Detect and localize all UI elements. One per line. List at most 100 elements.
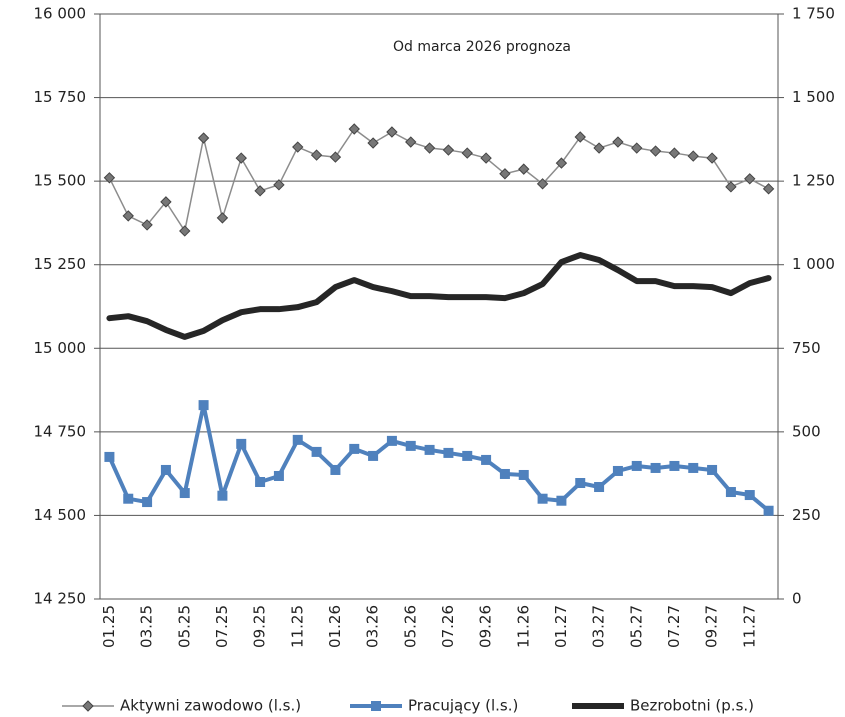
- x-tick-label: 07.26: [439, 605, 457, 648]
- x-tick-label: 05.25: [175, 605, 193, 648]
- y2-tick-label: 250: [792, 506, 821, 524]
- y2-tick-label: 1 250: [792, 172, 835, 190]
- y2-tick-label: 500: [792, 422, 821, 440]
- y2-tick-label: 1 500: [792, 88, 835, 106]
- point: [536, 178, 549, 190]
- y2-tick-label: 0: [792, 590, 802, 608]
- point: [706, 152, 718, 164]
- y-tick-label: 15 250: [34, 255, 87, 273]
- point: [574, 131, 586, 143]
- y-tick-label: 14 250: [34, 590, 87, 608]
- point: [329, 151, 342, 163]
- series-line: [107, 403, 771, 513]
- point: [744, 173, 756, 185]
- legend-label: Bezrobotni (p.s.): [630, 697, 754, 715]
- point: [744, 490, 755, 501]
- x-tick-label: 09.25: [251, 605, 269, 648]
- point: [367, 137, 379, 149]
- point: [141, 219, 153, 231]
- x-tick-label: 11.26: [514, 605, 532, 648]
- point: [631, 142, 643, 154]
- point: [235, 152, 247, 164]
- point: [556, 495, 567, 506]
- point: [405, 440, 416, 451]
- point: [405, 136, 417, 148]
- point: [687, 150, 699, 162]
- annotation: Od marca 2026 prognoza: [393, 39, 571, 55]
- point: [669, 460, 680, 471]
- point: [631, 460, 642, 471]
- series-line: [108, 128, 770, 232]
- x-tick-label: 11.27: [740, 605, 758, 648]
- point: [273, 179, 285, 191]
- point: [518, 163, 530, 175]
- point: [349, 443, 360, 454]
- point: [668, 147, 681, 159]
- point: [707, 464, 718, 475]
- y2-tick-label: 1 000: [792, 255, 835, 273]
- point: [461, 147, 473, 159]
- point: [725, 487, 736, 498]
- point: [160, 464, 171, 475]
- point: [179, 225, 191, 237]
- x-tick-label: 07.25: [213, 605, 231, 648]
- y2-tick-label: 750: [792, 339, 821, 357]
- legend-marker: [371, 701, 381, 711]
- point: [443, 447, 454, 458]
- x-tick-label: 03.27: [590, 605, 608, 648]
- point: [725, 181, 737, 193]
- point: [424, 444, 435, 455]
- point: [594, 482, 605, 493]
- point: [104, 451, 115, 462]
- point: [160, 196, 172, 208]
- point: [480, 152, 492, 164]
- point: [499, 168, 511, 180]
- legend-label: Pracujący (l.s.): [408, 697, 518, 715]
- point: [142, 497, 153, 508]
- point: [612, 465, 623, 476]
- point: [254, 185, 266, 197]
- point: [649, 145, 662, 157]
- y-tick-label: 15 500: [34, 172, 87, 190]
- legend-marker: [82, 700, 94, 712]
- x-tick-label: 07.27: [665, 605, 683, 648]
- x-tick-label: 05.26: [401, 605, 419, 648]
- x-tick-label: 01.27: [552, 605, 570, 648]
- point: [462, 450, 473, 461]
- point: [368, 450, 379, 461]
- point: [481, 454, 492, 465]
- x-tick-label: 01.26: [326, 605, 344, 648]
- point: [386, 126, 398, 138]
- series-line: [106, 252, 772, 340]
- x-tick-label: 03.26: [364, 605, 382, 648]
- point: [348, 123, 360, 135]
- point: [311, 446, 322, 457]
- y-tick-label: 16 000: [34, 5, 87, 23]
- x-tick-label: 03.25: [138, 605, 156, 648]
- point: [386, 435, 397, 446]
- point: [423, 142, 436, 154]
- point: [330, 464, 341, 475]
- x-tick-label: 09.27: [703, 605, 721, 648]
- y-tick-label: 14 750: [34, 422, 87, 440]
- point: [518, 469, 529, 480]
- point: [216, 212, 229, 224]
- point: [273, 470, 284, 481]
- point: [537, 493, 548, 504]
- point: [310, 149, 323, 161]
- point: [499, 468, 510, 479]
- x-tick-label: 09.26: [477, 605, 495, 648]
- legend-label: Aktywni zawodowo (l.s.): [120, 697, 301, 715]
- x-tick-label: 05.27: [627, 605, 645, 648]
- point: [179, 488, 190, 499]
- point: [762, 183, 775, 195]
- y-tick-label: 15 750: [34, 88, 87, 106]
- y2-tick-label: 1 750: [792, 5, 835, 23]
- point: [292, 141, 304, 153]
- point: [763, 505, 774, 516]
- point: [103, 172, 116, 184]
- point: [123, 493, 134, 504]
- point: [292, 434, 303, 445]
- y-tick-label: 14 500: [34, 506, 87, 524]
